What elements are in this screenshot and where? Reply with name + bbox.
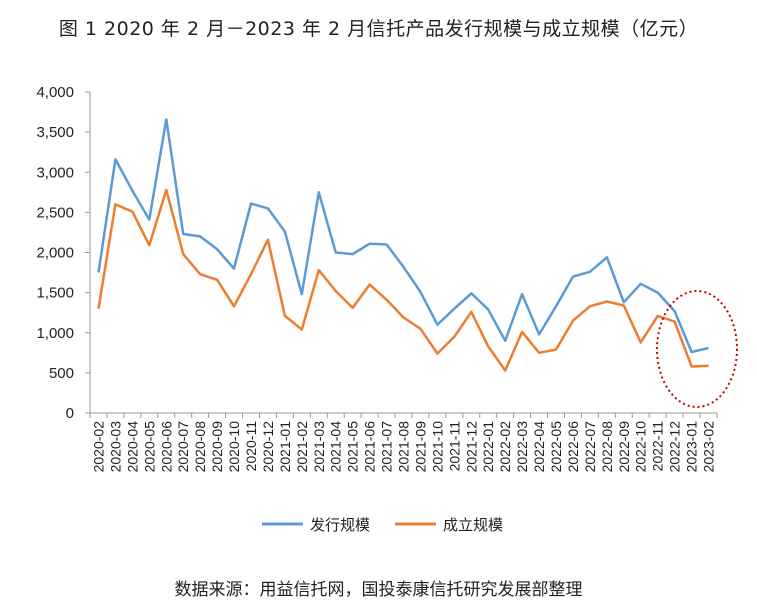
x-tick-label: 2020-12 — [260, 421, 276, 473]
legend-label-established: 成立规模 — [443, 516, 503, 534]
x-tick-label: 2021-02 — [294, 421, 310, 473]
x-tick-label: 2020-11 — [243, 421, 259, 472]
series-line-issued — [97, 118, 709, 354]
x-tick-label: 2020-06 — [158, 421, 174, 473]
x-tick-label: 2021-09 — [412, 421, 428, 473]
legend: 发行规模 成立规模 — [262, 516, 503, 534]
x-tick-label: 2022-06 — [565, 421, 581, 473]
y-tick-label: 1,500 — [36, 285, 74, 302]
y-tick-label: 2,500 — [36, 204, 74, 221]
x-tick-label: 2022-07 — [582, 421, 598, 473]
legend-label-issued: 发行规模 — [310, 516, 370, 534]
x-tick-label: 2020-09 — [209, 421, 225, 473]
y-tick-label: 4,000 — [36, 84, 74, 101]
x-tick-label: 2020-08 — [192, 421, 208, 473]
x-axis-tick-labels: 2020-02 2020-03 2020-04 2020-05 2020-06 2020-… — [90, 421, 716, 473]
x-tick-label: 2021-10 — [429, 421, 445, 473]
x-tick-label: 2020-02 — [90, 421, 106, 473]
x-tick-label: 2022-04 — [531, 421, 547, 473]
x-tick-label: 2021-12 — [463, 421, 479, 473]
highlight-ellipse — [656, 290, 738, 408]
x-tick-label: 2022-12 — [667, 421, 683, 473]
x-tick-label: 2021-06 — [362, 421, 378, 473]
x-tick-label: 2022-08 — [599, 421, 615, 473]
series-lines — [97, 118, 709, 372]
x-tick-label: 2023-02 — [701, 421, 717, 473]
x-tick-label: 2020-07 — [175, 421, 191, 473]
series-line-established — [97, 188, 709, 372]
x-tick-label: 2022-02 — [497, 421, 513, 473]
x-tick-label: 2020-05 — [141, 421, 157, 473]
x-tick-label: 2022-03 — [514, 421, 530, 473]
x-tick-label: 2020-03 — [107, 421, 123, 473]
x-tick-label: 2021-04 — [328, 421, 344, 473]
data-source-note: 数据来源：用益信托网，国投泰康信托研究发展部整理 — [174, 580, 583, 600]
y-tick-label: 1,000 — [36, 325, 74, 342]
y-tick-label: 2,000 — [36, 245, 74, 262]
x-tick-label: 2020-10 — [226, 421, 242, 473]
chart-title: 图 1 2020 年 2 月－2023 年 2 月信托产品发行规模与成立规模（亿… — [58, 18, 699, 40]
axes — [85, 91, 718, 418]
x-tick-label: 2021-11 — [446, 421, 462, 472]
x-tick-label: 2021-01 — [277, 421, 293, 473]
x-tick-label: 2022-11 — [650, 421, 666, 472]
y-axis-tick-labels: 0 500 1,000 1,500 2,000 2,500 3,000 3,500 4,000 — [36, 84, 74, 422]
x-tick-label: 2021-05 — [345, 421, 361, 473]
x-tick-label: 2023-01 — [684, 421, 700, 473]
x-tick-label: 2022-09 — [616, 421, 632, 473]
x-tick-label: 2020-04 — [124, 421, 140, 473]
x-tick-label: 2022-05 — [548, 421, 564, 473]
x-tick-label: 2022-10 — [633, 421, 649, 473]
x-tick-label: 2021-03 — [311, 421, 327, 473]
y-tick-label: 0 — [66, 405, 74, 422]
x-tick-label: 2022-01 — [480, 421, 496, 473]
x-tick-label: 2021-08 — [396, 421, 412, 473]
y-tick-label: 500 — [49, 365, 74, 382]
x-tick-label: 2021-07 — [379, 421, 395, 473]
y-tick-label: 3,000 — [36, 164, 74, 181]
y-tick-label: 3,500 — [36, 124, 74, 141]
